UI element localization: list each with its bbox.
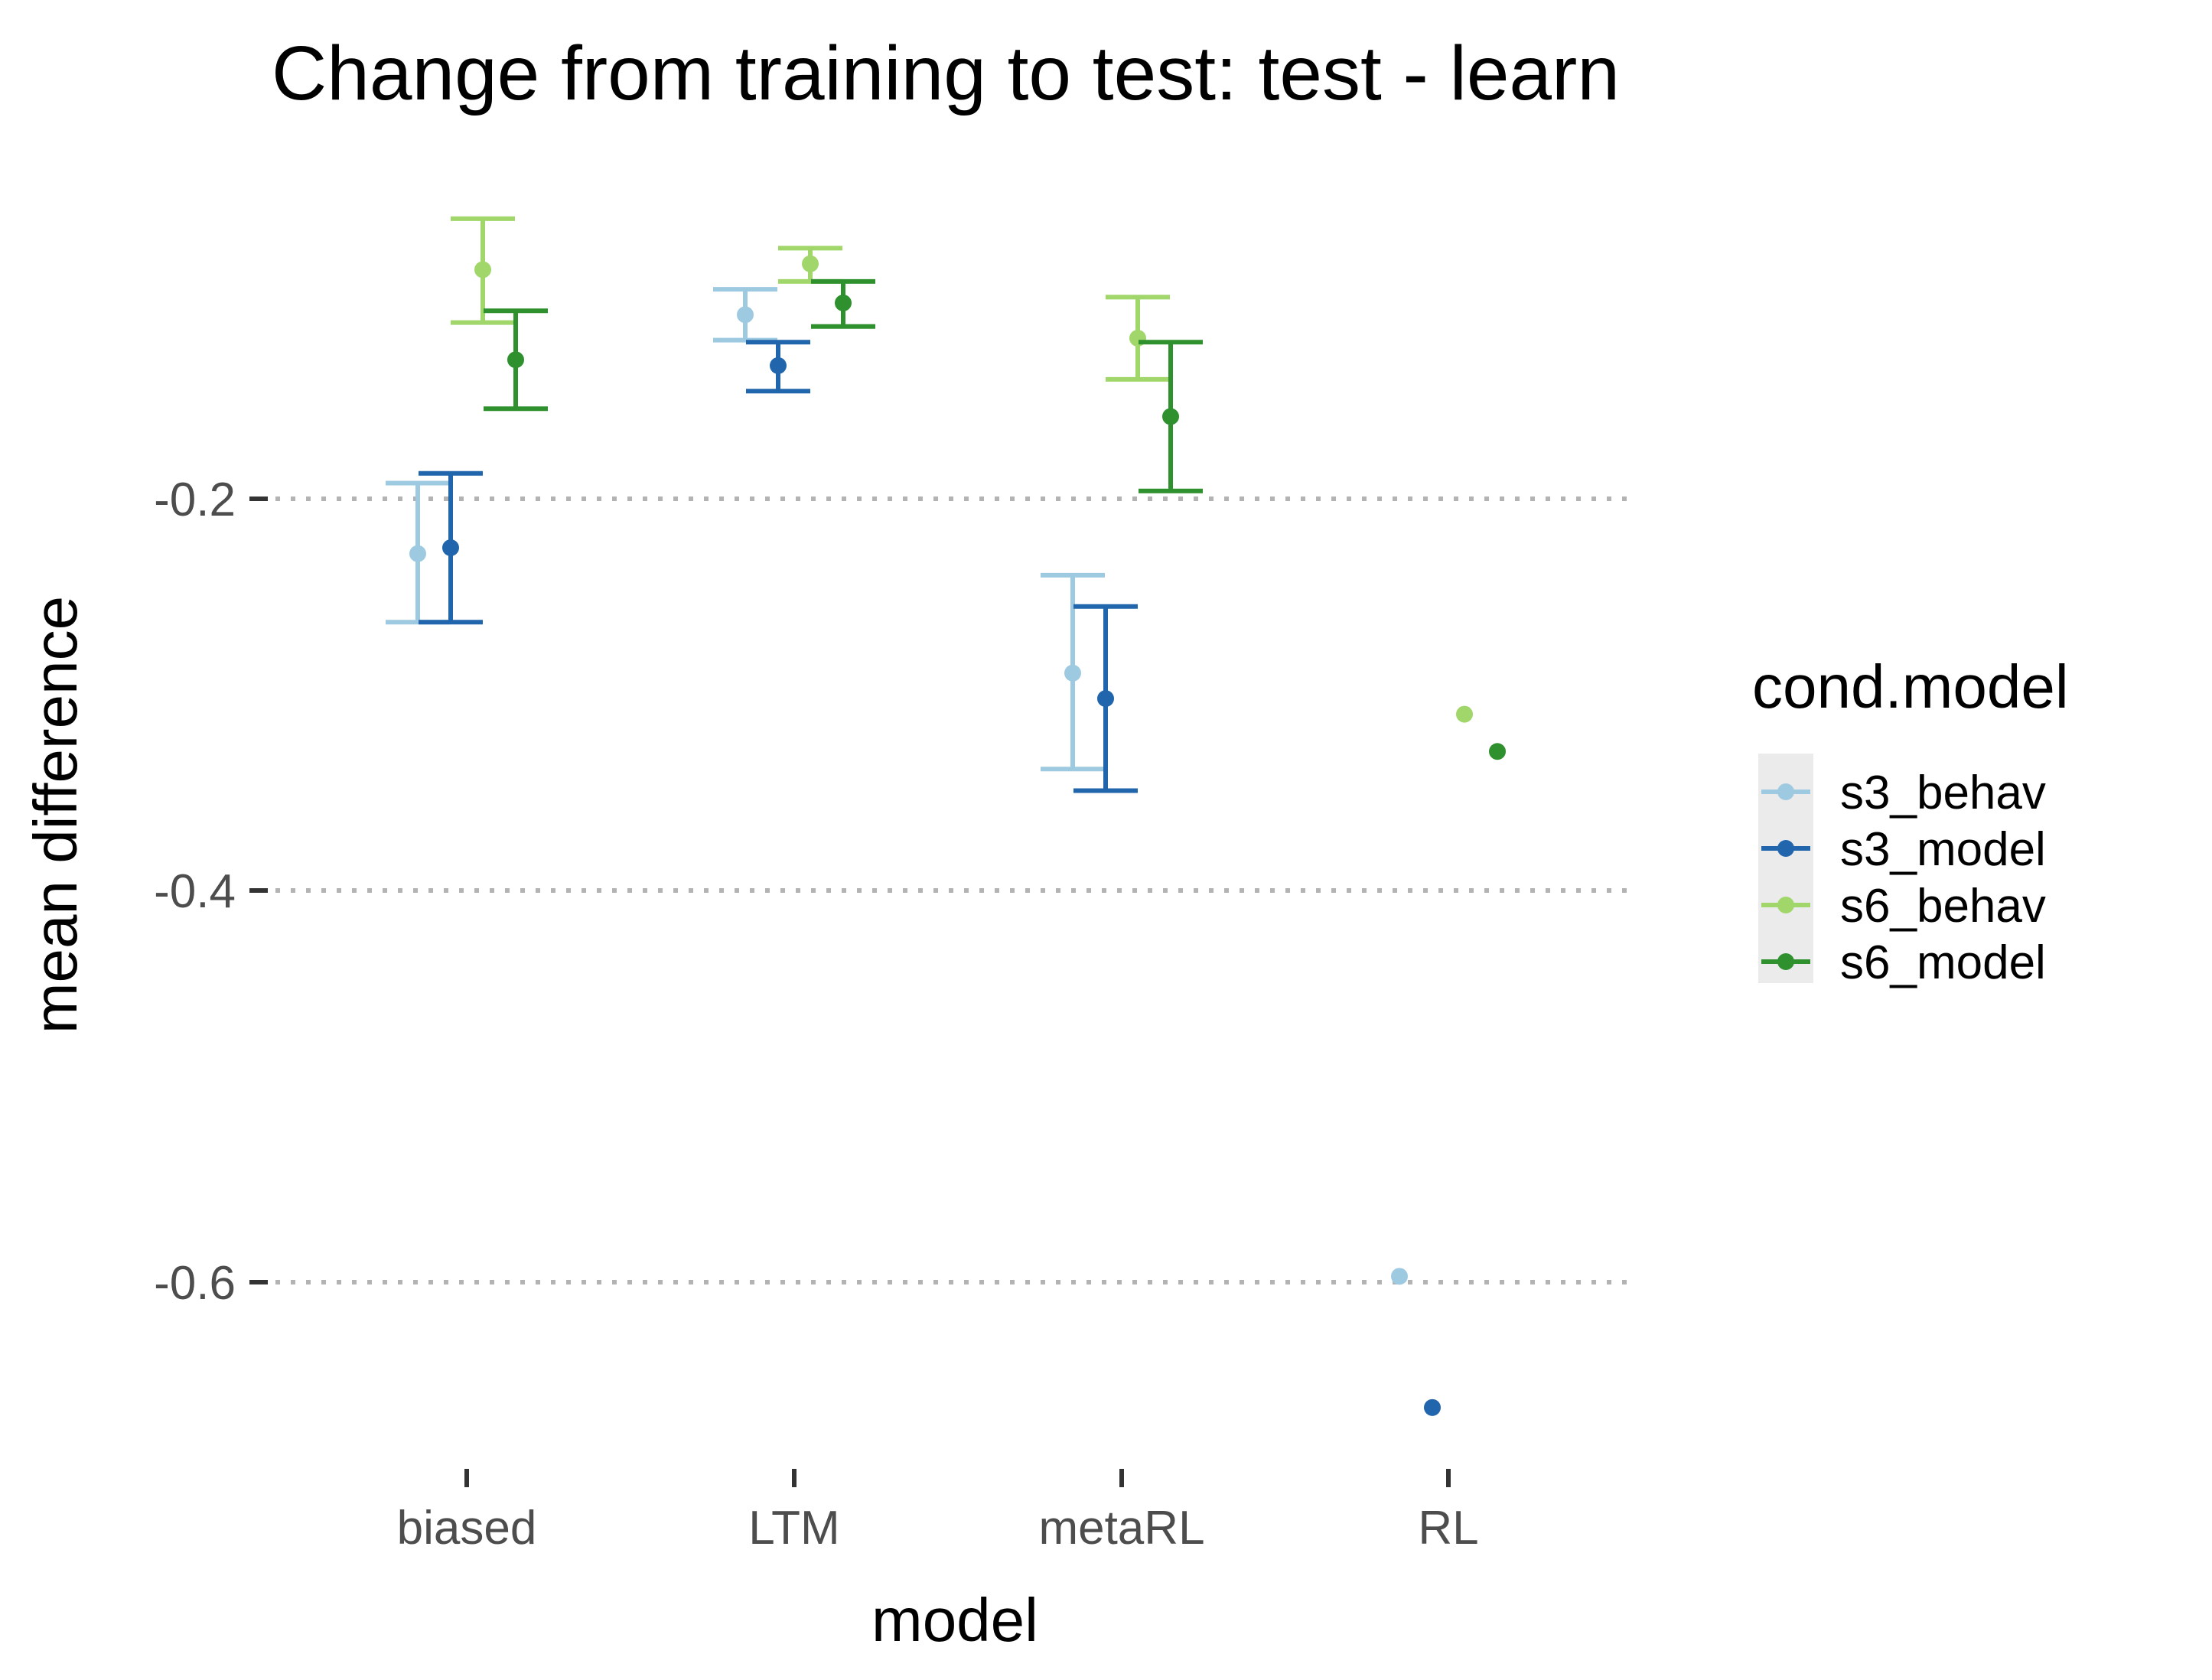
x-tick-label: metaRL	[1038, 1502, 1204, 1555]
y-tick-label: -0.2	[154, 474, 236, 526]
data-point	[835, 295, 852, 311]
legend-key-point	[1777, 953, 1794, 970]
data-point	[1162, 408, 1179, 425]
series-layer	[386, 216, 1506, 1416]
chart-title: Change from training to test: test - lea…	[272, 31, 1620, 116]
legend-title: cond.model	[1752, 653, 2069, 721]
legend-key-point	[1777, 840, 1794, 857]
axis-layer: -0.2 -0.4 -0.6 biased LTM metaRL RL	[154, 474, 1478, 1555]
series-s6_model	[484, 278, 1506, 760]
series-s3_behav	[386, 287, 1408, 1285]
x-tick-label: LTM	[748, 1502, 839, 1555]
legend-label: s6_model	[1840, 936, 2046, 989]
data-point	[474, 261, 491, 278]
data-point	[737, 306, 754, 324]
data-point	[770, 357, 787, 374]
data-point	[1424, 1398, 1441, 1416]
legend-key-point	[1777, 897, 1794, 913]
data-point	[802, 255, 819, 272]
legend-label: s3_behav	[1840, 767, 2046, 819]
y-tick-label: -0.6	[154, 1257, 236, 1310]
data-point	[1391, 1268, 1408, 1285]
x-tick-label: RL	[1418, 1502, 1478, 1555]
data-point	[1097, 690, 1114, 708]
x-axis-title: model	[871, 1586, 1038, 1654]
data-point	[507, 351, 524, 369]
y-axis-title: mean difference	[21, 596, 90, 1034]
legend-label: s6_behav	[1840, 880, 2046, 933]
series-s3_model	[419, 340, 1441, 1416]
data-point	[1064, 664, 1081, 682]
legend-label: s3_model	[1840, 823, 2046, 876]
y-tick-label: -0.4	[154, 865, 236, 918]
legend-key-point	[1777, 783, 1794, 800]
data-point	[409, 545, 426, 562]
x-tick-label: biased	[397, 1502, 537, 1555]
grid-layer	[260, 497, 1637, 1284]
data-point	[442, 539, 459, 556]
data-point	[1489, 743, 1506, 760]
data-point	[1456, 705, 1473, 723]
legend: cond.model s3_behavs3_models6_behavs6_mo…	[1752, 653, 2069, 989]
series-s6_behav	[451, 216, 1473, 723]
